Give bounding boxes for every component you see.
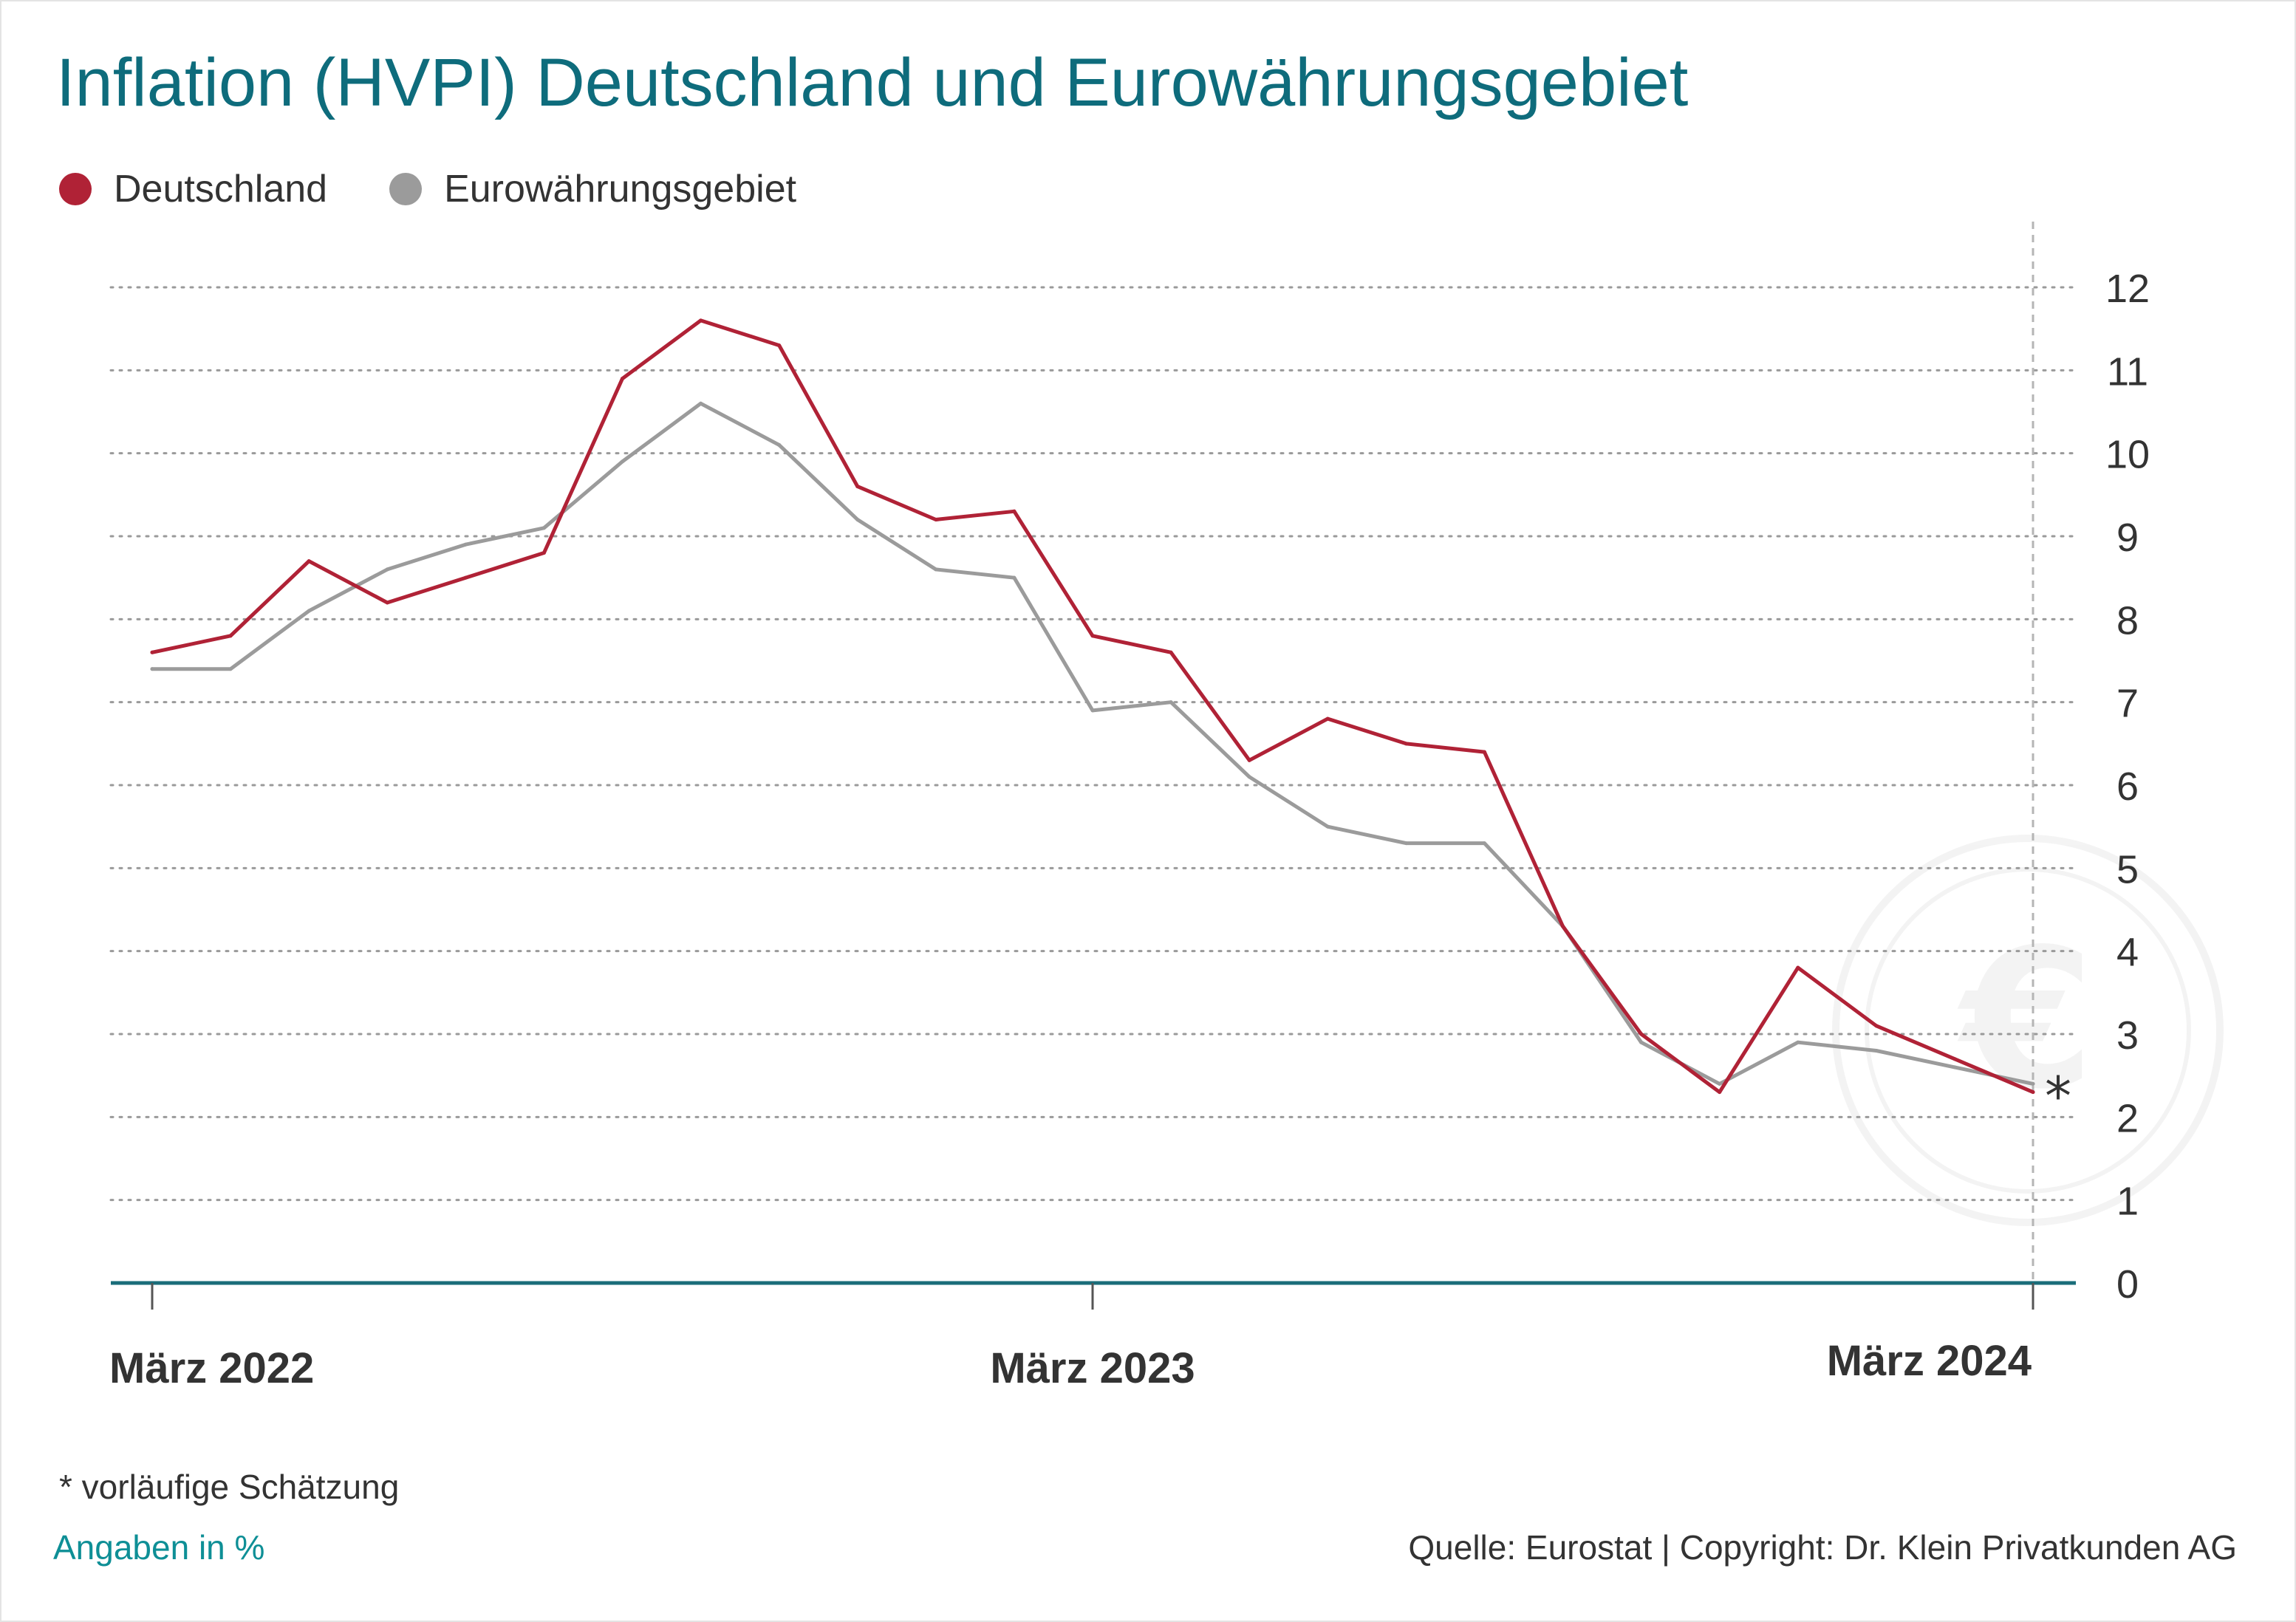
euro-watermark-icon: € [1832,835,2224,1226]
legend-item-deutschland: Deutschland [59,167,327,211]
data-point-deutschland [1325,716,1330,721]
data-point-euro [934,567,938,572]
data-point-deutschland [1090,634,1095,638]
data-point-euro [1325,824,1330,829]
data-point-euro [541,526,546,530]
data-point-euro [1874,1048,1879,1053]
estimate-asterisk: * [2045,1065,2071,1127]
data-point-deutschland [385,600,389,605]
data-point-deutschland [1639,1032,1644,1036]
data-point-deutschland [2031,1090,2035,1095]
data-point-deutschland [150,650,154,654]
y-tick-label: 11 [2107,349,2148,394]
data-point-euro [463,542,468,547]
data-point-euro [1639,1040,1644,1044]
data-point-deutschland [1561,924,1565,928]
series-line-deutschland [150,318,2035,1095]
data-point-deutschland [699,318,703,323]
data-point-deutschland [855,485,860,489]
data-point-euro [1952,1065,1957,1070]
y-tick-label: 6 [2116,764,2139,809]
y-tick-label: 12 [2105,267,2150,311]
data-point-deutschland [934,518,938,522]
data-point-euro [2031,1081,2035,1086]
data-point-euro [1718,1081,1722,1086]
data-point-deutschland [1796,965,1800,970]
data-point-euro [1090,708,1095,713]
data-point-euro [1796,1040,1800,1044]
data-point-euro [699,401,703,406]
data-point-deutschland [1012,509,1017,513]
data-point-deutschland [1404,742,1408,746]
data-point-euro [385,567,389,572]
data-point-euro [1247,775,1251,779]
data-point-euro [621,459,624,464]
x-tick-label: März 2024 [1827,1337,2032,1385]
legend-item-euro: Eurowährungsgebiet [389,167,796,211]
legend-dot-euro [389,173,423,205]
chart-legend: Deutschland Eurowährungsgebiet [59,167,858,211]
y-tick-label: 5 [2116,847,2139,892]
data-point-euro [1404,841,1408,846]
data-point-euro [1482,841,1486,846]
legend-label-deutschland: Deutschland [114,168,328,211]
x-tick-label: März 2022 [109,1344,314,1392]
source-credit: Quelle: Eurostat | Copyright: Dr. Klein … [1408,1528,2237,1567]
data-point-deutschland [228,634,233,638]
y-tick-label: 9 [2116,516,2139,560]
x-tick-label: März 2023 [990,1344,1195,1392]
y-tick-label: 2 [2116,1096,2139,1140]
legend-dot-deutschland [59,173,92,205]
y-tick-label: 0 [2116,1262,2139,1307]
units-note: Angaben in % [53,1528,265,1567]
y-tick-label: 3 [2116,1013,2139,1058]
data-point-deutschland [1718,1090,1722,1095]
data-point-euro [150,667,154,671]
y-tick-label: 8 [2116,598,2139,643]
data-point-euro [1012,575,1017,580]
data-point-deutschland [541,550,546,555]
data-point-euro [1169,700,1173,705]
data-point-deutschland [621,377,624,381]
data-point-deutschland [307,559,311,564]
data-point-euro [777,442,782,447]
footnote-estimate: * vorläufige Schätzung [59,1468,400,1506]
data-point-deutschland [1482,750,1486,754]
data-point-deutschland [1874,1024,1879,1028]
data-point-deutschland [1952,1057,1957,1061]
data-point-euro [855,518,860,522]
series-line-euro [150,401,2035,1086]
data-point-deutschland [463,575,468,580]
y-tick-label: 10 [2105,433,2150,477]
data-point-deutschland [777,343,782,348]
data-point-euro [307,609,311,613]
y-tick-label: 1 [2116,1180,2139,1224]
data-point-deutschland [1169,650,1173,654]
legend-label-euro: Eurowährungsgebiet [444,168,797,211]
svg-text:€: € [1955,908,2094,1132]
chart-title: Inflation (HVPI) Deutschland und Eurowäh… [56,45,1689,120]
y-tick-label: 4 [2116,931,2139,975]
y-tick-label: 7 [2116,682,2139,726]
data-point-deutschland [1247,758,1251,762]
data-point-euro [228,667,233,671]
